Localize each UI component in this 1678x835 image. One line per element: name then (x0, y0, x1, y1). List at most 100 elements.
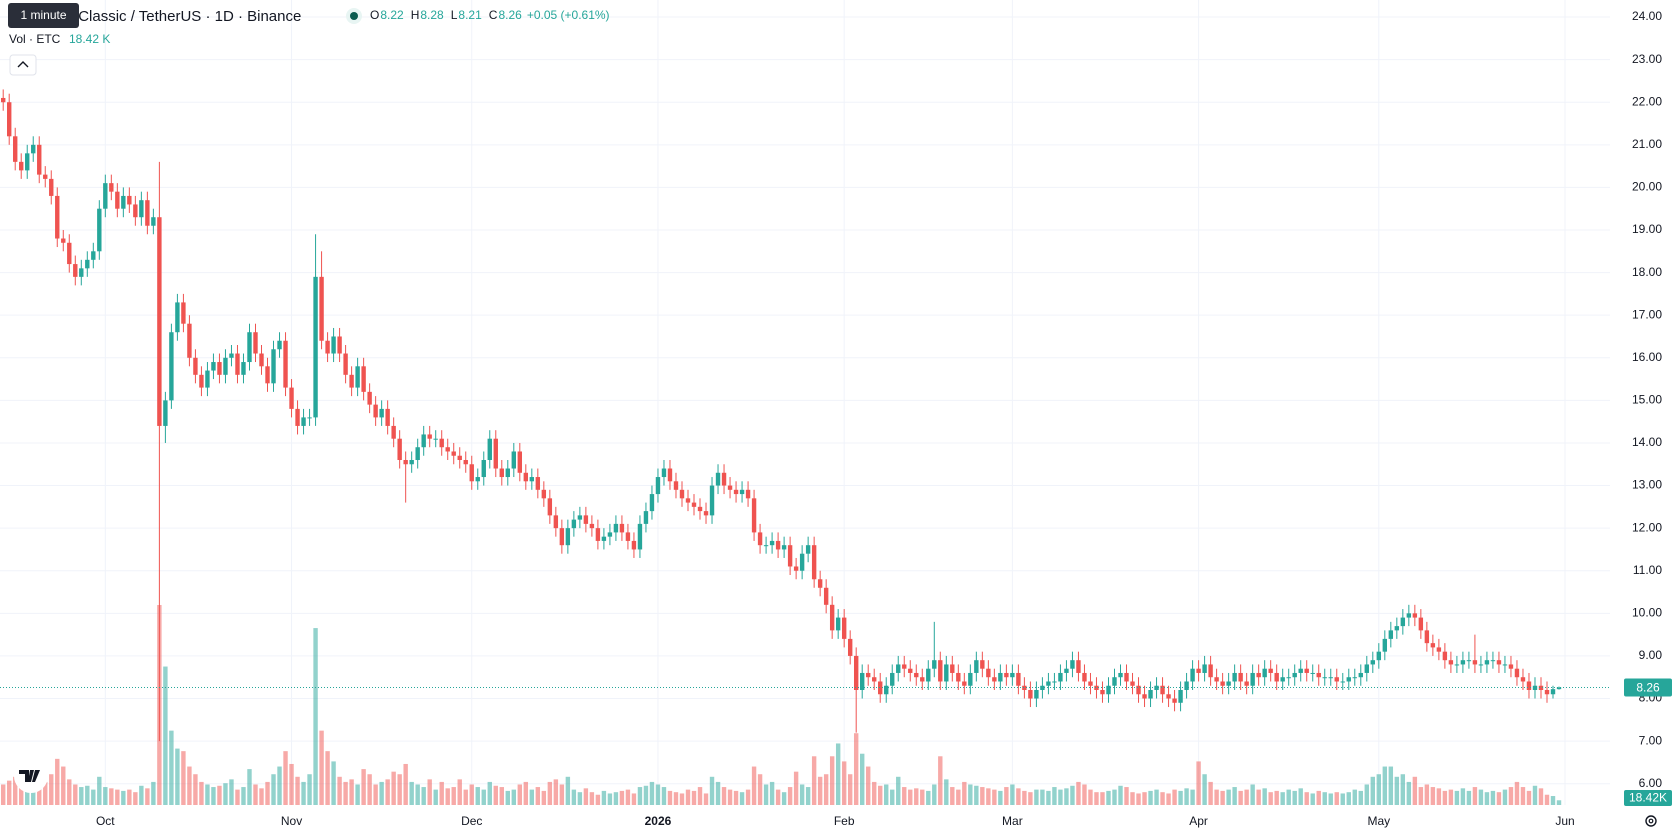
volume-bar (1550, 796, 1556, 805)
candle-body (691, 502, 697, 507)
volume-bar (163, 666, 168, 805)
candle-body (956, 672, 961, 682)
candle-body (1040, 685, 1045, 690)
candle-body (97, 208, 102, 252)
candle-body (1022, 685, 1027, 690)
candle-body (109, 183, 114, 192)
y-tick-label: 9.00 (1639, 648, 1663, 662)
candle-body (31, 144, 36, 154)
volume-bar (962, 781, 967, 805)
volume-bar (1280, 792, 1285, 805)
chart-title: Ethereum Classic / TetherUS · 1D · Binan… (9, 8, 301, 25)
candle-body (175, 302, 180, 333)
candle-body (133, 204, 138, 218)
volume-bar (235, 789, 240, 805)
volume-bar (763, 784, 769, 805)
volume-bar (920, 789, 925, 805)
volume-bar (974, 785, 979, 805)
volume-bar (511, 789, 516, 805)
ohlc-letter: L (451, 8, 458, 22)
volume-bar (43, 781, 48, 805)
volume-bar (385, 779, 390, 805)
candle-body (1232, 672, 1237, 682)
candle-body (343, 353, 348, 375)
volume-bar (1274, 790, 1279, 805)
candle-body (661, 468, 667, 478)
candle-body (1508, 664, 1514, 669)
volume-bar (1298, 788, 1303, 805)
y-tick-label: 7.00 (1639, 733, 1663, 747)
volume-bar (271, 774, 276, 805)
candle-body (1070, 660, 1075, 669)
y-tick-label: 6.00 (1639, 776, 1663, 790)
candle-body (667, 468, 673, 482)
volume-bar (914, 788, 919, 805)
candle-body (493, 438, 498, 469)
candle-body (775, 540, 781, 550)
volume-bar (583, 788, 589, 805)
volume-bar (709, 776, 715, 805)
candle-body (745, 489, 751, 499)
volume-bar (1004, 787, 1009, 805)
candle-body (805, 545, 811, 554)
candle-body (1376, 651, 1382, 661)
candle-body (1484, 660, 1490, 665)
tooltip-box (8, 3, 79, 28)
collapse-button[interactable] (9, 54, 37, 76)
settings-icon[interactable] (1645, 815, 1657, 827)
candle-body (1382, 638, 1388, 652)
volume-bar (860, 753, 865, 805)
volume-bar (547, 781, 553, 805)
volume-bar (1064, 788, 1069, 805)
candle-body (1346, 677, 1351, 682)
candle-body (1058, 672, 1063, 682)
volume-bar (529, 789, 535, 805)
volume-bar (1232, 787, 1237, 805)
candle-body (1310, 672, 1315, 674)
volume-bar (968, 784, 973, 805)
volume-bar (523, 781, 529, 805)
candle-body (601, 536, 607, 541)
candle-body (607, 532, 613, 537)
candle-body (890, 672, 895, 686)
volume-bar (139, 785, 144, 805)
volume-bar (247, 769, 252, 805)
candle-body (697, 506, 703, 512)
volume-bar (1286, 789, 1291, 805)
volume-bar (1226, 789, 1231, 805)
volume-bar (127, 789, 132, 805)
volume-bar (1358, 790, 1363, 805)
volume-bar (1400, 774, 1406, 805)
volume-bar (121, 790, 126, 805)
volume-bar (793, 771, 799, 805)
volume-bar (1544, 794, 1550, 805)
candle-body (379, 408, 384, 418)
volume-bar (805, 787, 811, 805)
candle-body (1370, 660, 1375, 665)
volume-bar (193, 774, 198, 805)
candle-body (1526, 681, 1532, 690)
volume-bar (1166, 793, 1171, 805)
candle-body (613, 523, 619, 533)
volume-bar (1082, 784, 1087, 805)
x-tick-label: Feb (834, 814, 855, 828)
volume-bar (661, 787, 667, 805)
candle-body (7, 102, 12, 137)
price-change: +0.05 (+0.61%) (527, 8, 610, 22)
volume-bar (577, 792, 583, 805)
volume-bar (1478, 789, 1484, 805)
volume-bar (878, 785, 883, 805)
candle-body (1352, 677, 1357, 679)
volume-bar (884, 784, 889, 805)
volume-bar (103, 787, 108, 805)
candle-body (13, 136, 18, 162)
volume-bar (1388, 766, 1394, 805)
candle-body (1274, 672, 1279, 682)
volume-bar (283, 751, 288, 805)
x-tick-label: Dec (461, 814, 482, 828)
volume-bar (499, 787, 504, 805)
candle-body (199, 374, 204, 388)
volume-bar (980, 787, 985, 805)
volume-bar (181, 751, 186, 805)
candle-body (1196, 668, 1201, 673)
